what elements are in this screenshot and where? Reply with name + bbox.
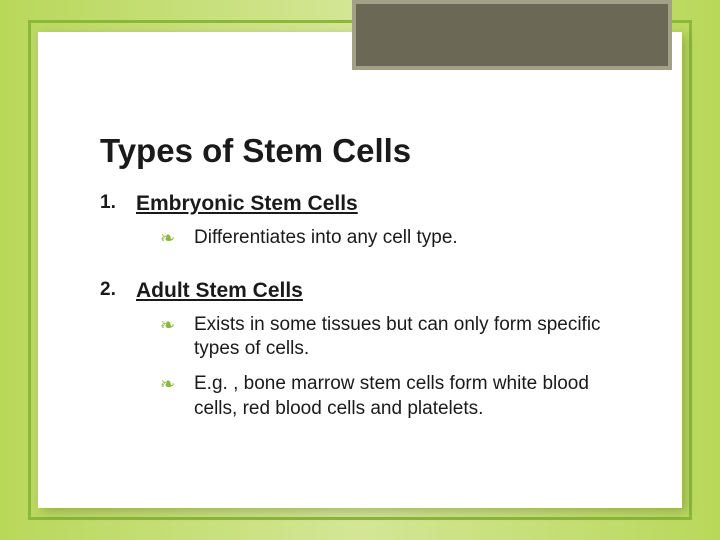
- sub-item: ❧ Differentiates into any cell type.: [160, 226, 622, 251]
- sub-item: ❧ Exists in some tissues but can only fo…: [160, 313, 622, 362]
- content-panel: Types of Stem Cells 1. Embryonic Stem Ce…: [38, 32, 682, 508]
- list-item: 1. Embryonic Stem Cells: [100, 192, 622, 216]
- content-inner: Types of Stem Cells 1. Embryonic Stem Ce…: [100, 132, 622, 468]
- vine-bullet-icon: ❧: [160, 226, 194, 250]
- sub-item: ❧ E.g. , bone marrow stem cells form whi…: [160, 372, 622, 421]
- vine-bullet-icon: ❧: [160, 372, 194, 396]
- sub-item-text: E.g. , bone marrow stem cells form white…: [194, 372, 622, 421]
- item-heading: Adult Stem Cells: [136, 279, 303, 303]
- header-accent-box: [352, 0, 672, 70]
- slide-title: Types of Stem Cells: [100, 132, 622, 170]
- slide: Types of Stem Cells 1. Embryonic Stem Ce…: [0, 0, 720, 540]
- section-gap: [100, 257, 622, 279]
- sub-item-text: Exists in some tissues but can only form…: [194, 313, 622, 362]
- sub-item-text: Differentiates into any cell type.: [194, 226, 622, 251]
- vine-bullet-icon: ❧: [160, 313, 194, 337]
- list-item: 2. Adult Stem Cells: [100, 279, 622, 303]
- item-heading: Embryonic Stem Cells: [136, 192, 358, 216]
- item-number: 1.: [100, 192, 136, 214]
- item-number: 2.: [100, 279, 136, 301]
